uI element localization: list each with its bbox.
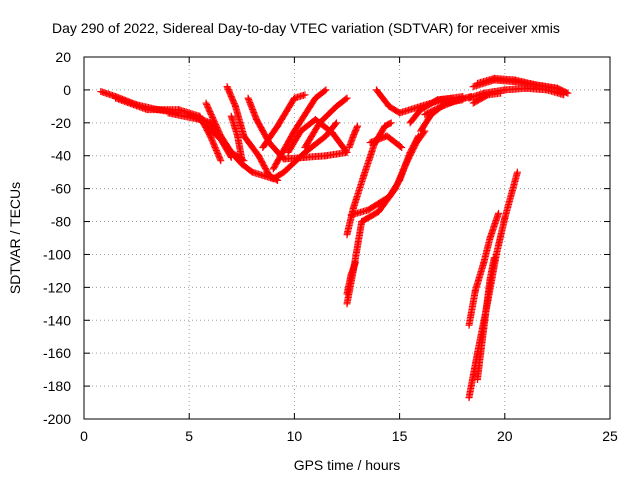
x-tick-label: 10 — [287, 428, 303, 444]
plot-frame — [83, 56, 611, 420]
data-point — [332, 120, 340, 128]
data-point — [321, 87, 329, 95]
y-tick-label: -60 — [51, 181, 71, 197]
data-point — [354, 122, 362, 130]
data-point — [398, 144, 406, 151]
data-point — [342, 147, 350, 155]
data-point — [343, 94, 351, 102]
y-tick-label: -140 — [43, 312, 71, 328]
data-point — [553, 84, 561, 92]
data-point — [386, 119, 394, 127]
data-point — [343, 148, 351, 156]
data-point — [387, 119, 395, 127]
data-markers — [97, 74, 572, 402]
data-point — [494, 209, 502, 217]
data-point — [342, 95, 350, 103]
y-tick-label: -120 — [43, 279, 71, 295]
data-point — [274, 176, 282, 184]
x-tick-label: 5 — [185, 428, 193, 444]
data-point — [513, 168, 521, 176]
data-point — [396, 143, 404, 151]
data-point — [216, 155, 224, 163]
y-axis-label: SDTVAR / TECUs — [7, 182, 23, 294]
data-point — [497, 89, 505, 97]
data-point — [414, 133, 422, 141]
y-tick-label: 20 — [55, 49, 71, 65]
data-point — [415, 132, 423, 140]
data-point — [217, 157, 225, 165]
data-point — [301, 91, 309, 99]
data-point — [272, 176, 280, 184]
x-tick-label: 0 — [80, 428, 88, 444]
chart-title: Day 290 of 2022, Sidereal Day-to-day VTE… — [52, 20, 560, 36]
y-tick-label: -160 — [43, 345, 71, 361]
x-tick-label: 25 — [602, 428, 618, 444]
data-point — [322, 86, 330, 94]
y-tick-label: -200 — [43, 411, 71, 427]
data-point — [238, 155, 246, 163]
y-tick-label: -40 — [51, 148, 71, 164]
data-point — [351, 259, 359, 267]
y-tick-label: -180 — [43, 378, 71, 394]
tick-labels: 0 5 10 15 20 25 20 0 -20 -40 -60 -80 -100 -120 -140 -16… — [43, 49, 618, 444]
y-tick-label: -80 — [51, 214, 71, 230]
x-tick-label: 15 — [392, 428, 408, 444]
data-point — [332, 119, 340, 127]
data-point — [490, 254, 498, 262]
y-tick-label: 0 — [63, 82, 71, 98]
y-tick-label: -100 — [43, 246, 71, 262]
y-tick-label: -20 — [51, 115, 71, 131]
data-point — [563, 89, 571, 97]
x-axis-label: GPS time / hours — [294, 457, 401, 473]
data-point — [353, 124, 361, 132]
x-tick-label: 20 — [497, 428, 513, 444]
data-point — [564, 89, 572, 97]
